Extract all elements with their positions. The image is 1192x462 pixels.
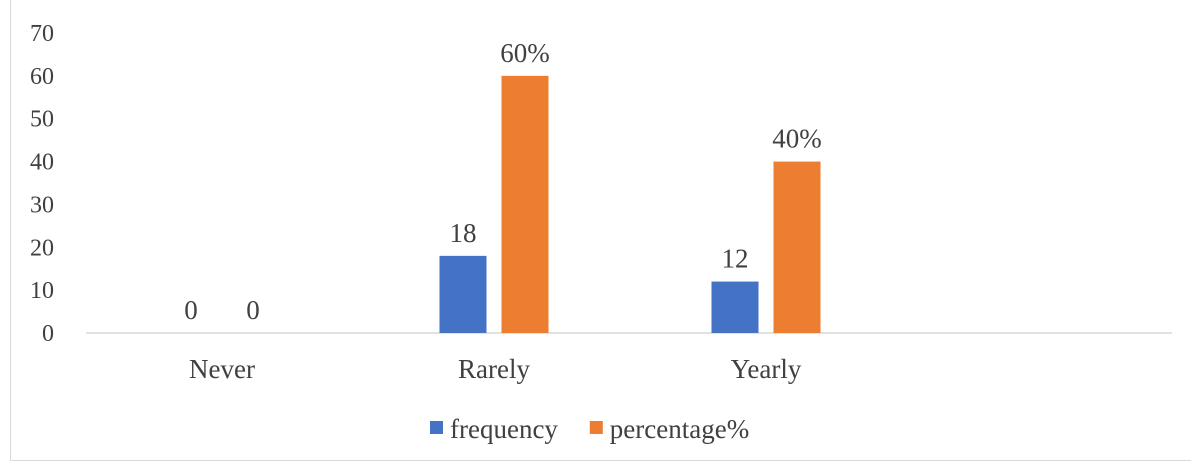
legend-swatch (430, 421, 443, 434)
y-tick-label: 10 (30, 278, 54, 304)
bar-percentage--rarely (501, 75, 549, 333)
y-tick-label: 30 (30, 192, 54, 218)
bar-percentage--yearly (773, 161, 821, 333)
y-tick-label: 50 (30, 107, 54, 133)
legend-label: frequency (450, 414, 558, 444)
legend-label: percentage% (610, 414, 749, 444)
y-tick-label: 60 (30, 64, 54, 90)
y-tick-label: 20 (30, 235, 54, 261)
data-label: 0 (246, 295, 260, 325)
bar-frequency-yearly (711, 281, 759, 333)
chart-frame (10, 0, 1191, 461)
y-tick-label: 0 (42, 321, 54, 347)
legend-swatch (589, 421, 603, 434)
bar-frequency-rarely (439, 255, 487, 333)
data-label: 0 (184, 295, 198, 325)
data-label: 40% (772, 124, 822, 154)
data-label: 18 (450, 218, 477, 248)
y-tick-label: 70 (30, 21, 54, 47)
y-tick-label: 40 (30, 150, 54, 176)
data-label: 12 (722, 244, 749, 274)
data-label: 60% (500, 38, 550, 68)
x-category-label: Never (189, 354, 255, 384)
x-category-label: Rarely (458, 354, 530, 384)
x-category-label: Yearly (731, 354, 802, 384)
